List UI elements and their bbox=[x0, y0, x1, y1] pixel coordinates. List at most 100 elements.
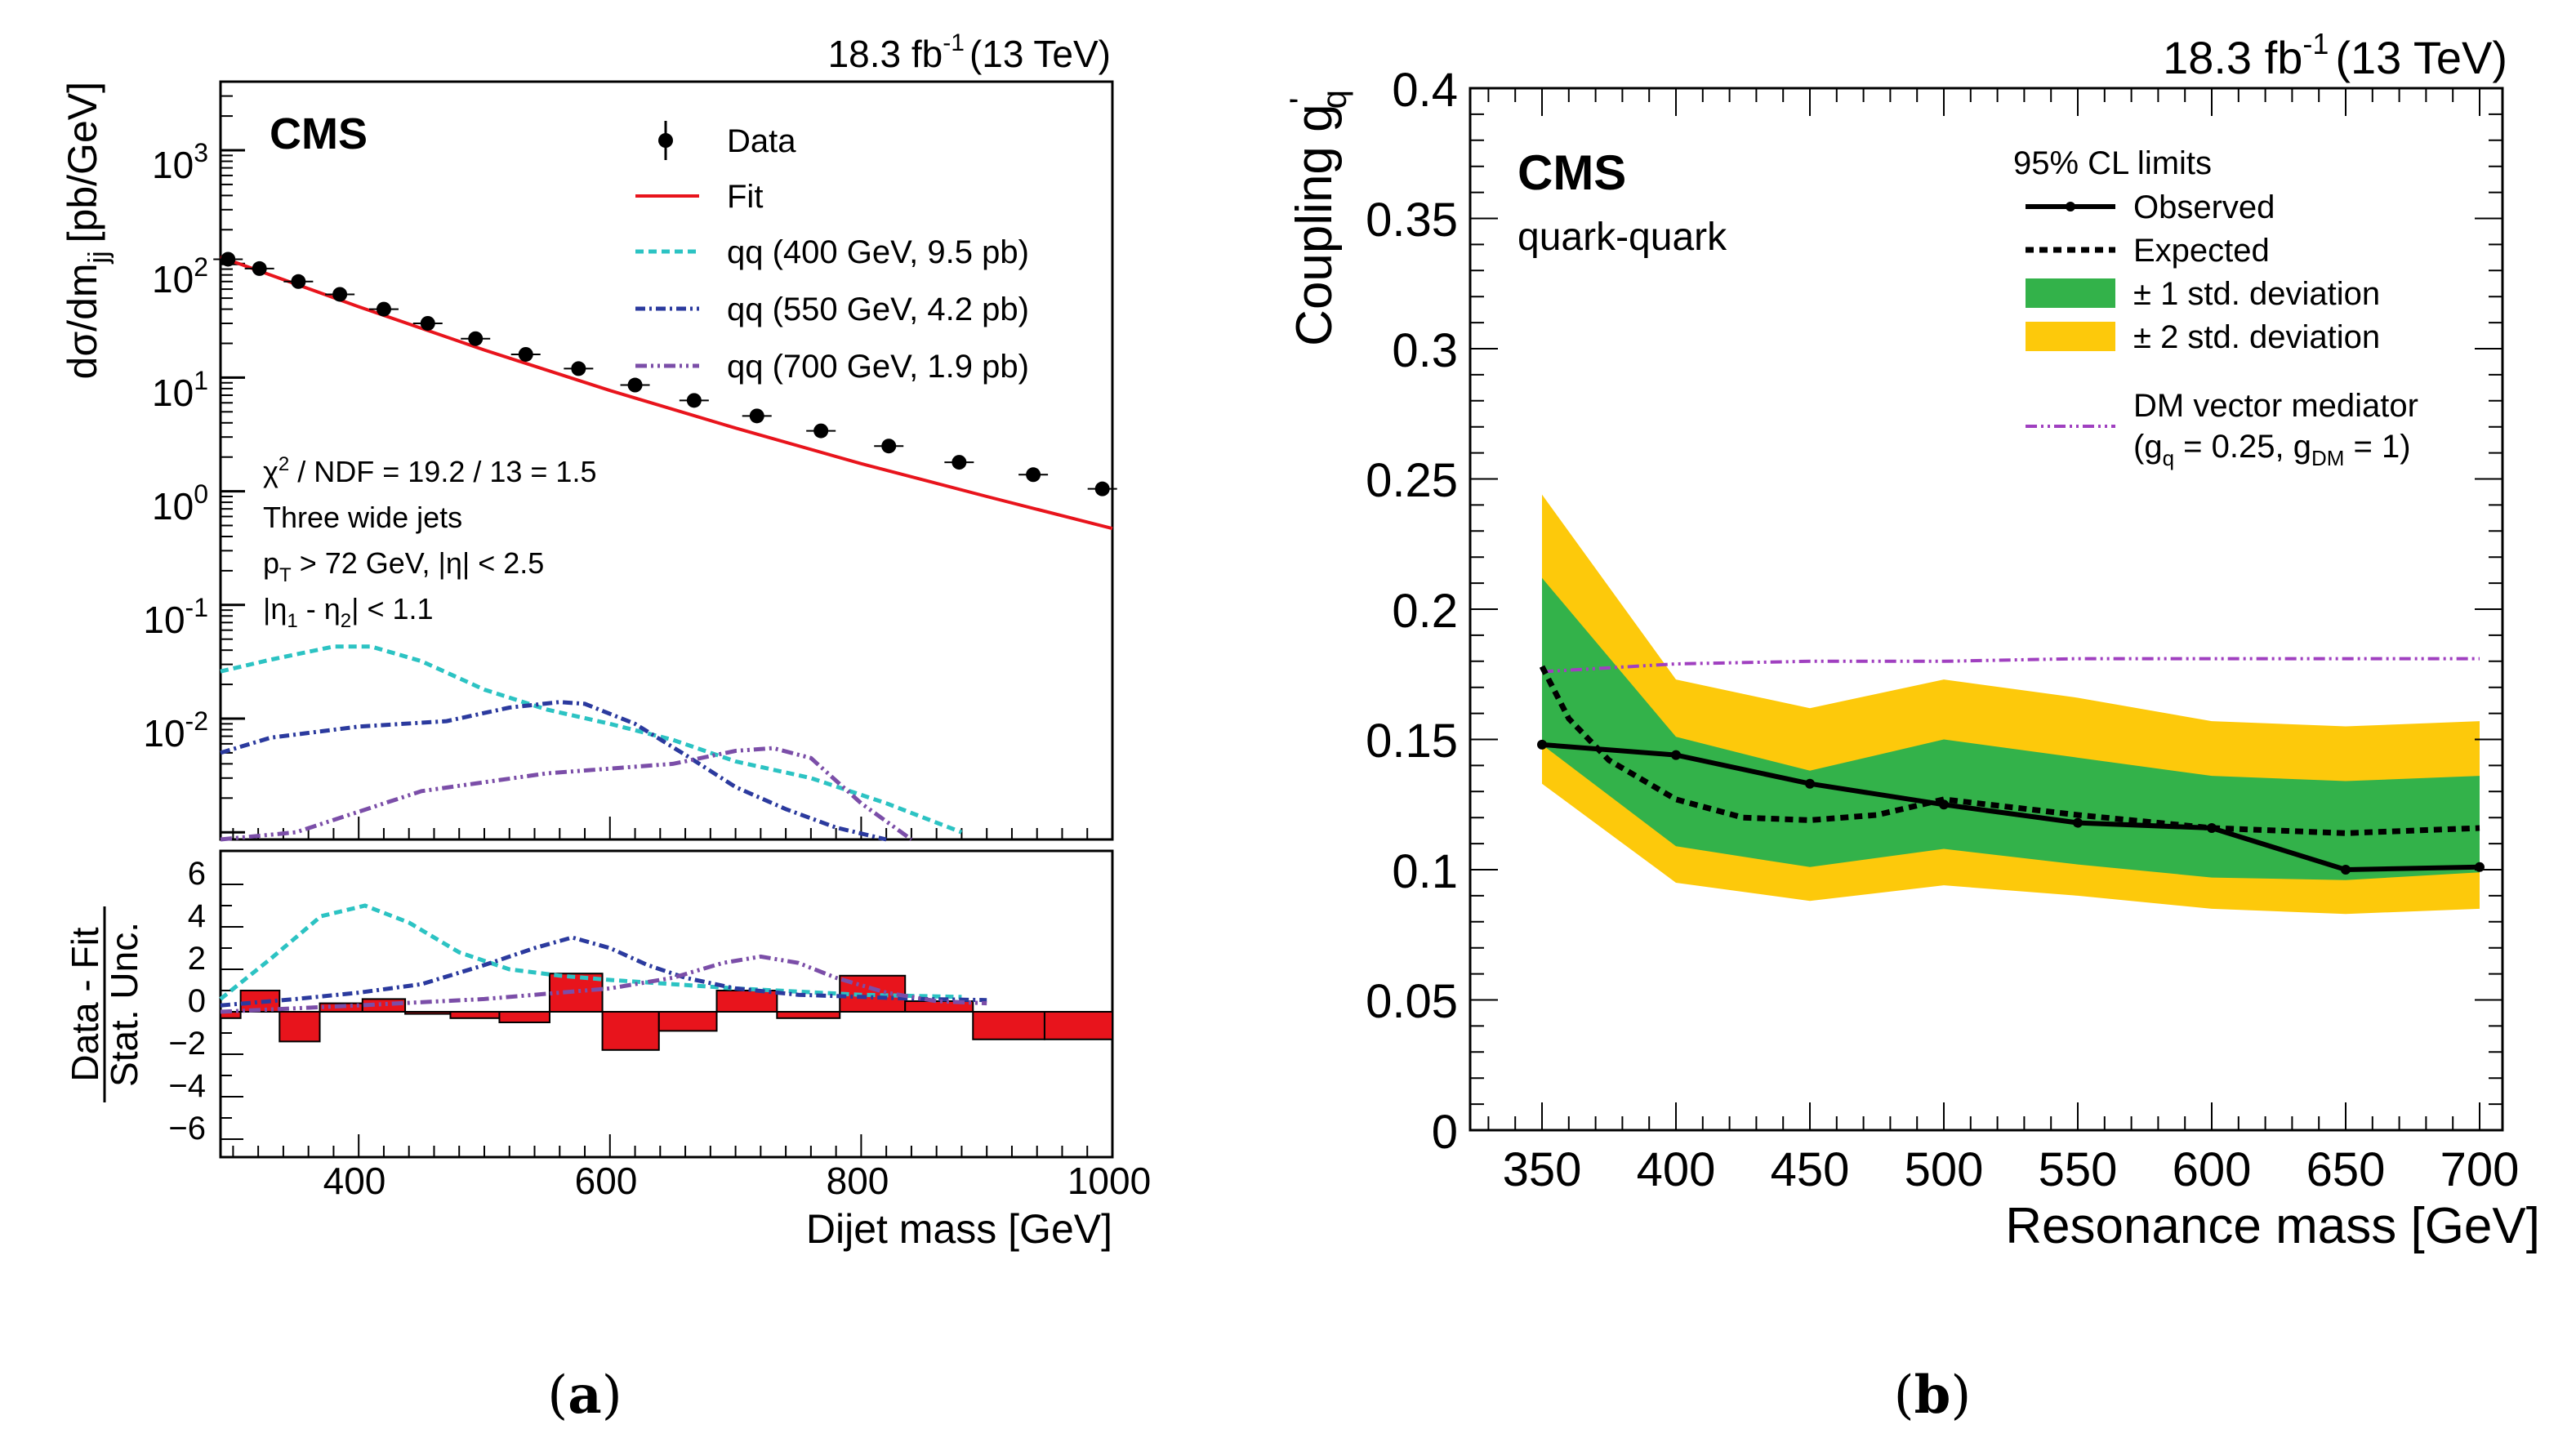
y-tick-label: 0.3 bbox=[1392, 324, 1458, 377]
x-tick-label: 400 bbox=[1637, 1143, 1716, 1196]
panel-a-legend: Data Fit qq (400 GeV, 9.5 pb) qq (550 Ge… bbox=[635, 121, 1029, 385]
jet-selection-text: Three wide jets bbox=[263, 501, 462, 534]
panel-a-y-tick-labels: 103 102 101 100 10-1 10-2 bbox=[143, 138, 208, 755]
panel-a-ratio-y-axis-label: Data - Fit Stat. Unc. bbox=[64, 906, 145, 1102]
panel-a-x-axis-label: Dijet mass [GeV] bbox=[806, 1206, 1112, 1252]
legend-entry-qq550: qq (550 GeV, 4.2 pb) bbox=[635, 292, 1029, 327]
ratio-y-tick-label: 4 bbox=[188, 898, 206, 934]
y-tick-label: 0.35 bbox=[1366, 194, 1458, 247]
pt-eta-cut-text: pT > 72 GeV, |η| < 2.5 bbox=[263, 546, 544, 586]
legend-entry-dm: DM vector mediator (gq = 0.25, gDM = 1) bbox=[2026, 388, 2418, 470]
panel-b: 18.3 fb-1 (13 TeV) 0.4 0.35 0.3 0.25 0.2 … bbox=[1282, 27, 2540, 1426]
panel-b-y-axis-label: Coupling g'q bbox=[1282, 90, 1353, 346]
data-point bbox=[571, 361, 586, 376]
panel-a-cms-label: CMS bbox=[270, 109, 368, 158]
x-tick-label: 550 bbox=[2039, 1143, 2118, 1196]
panel-a-y-axis-label: dσ/dmjj[pb/GeV] bbox=[60, 82, 114, 379]
data-point bbox=[376, 301, 391, 317]
data-point bbox=[252, 260, 267, 276]
observed-limit-point bbox=[2073, 817, 2083, 828]
caption-a-letter: a bbox=[568, 1365, 601, 1426]
x-tick-label: 450 bbox=[1771, 1143, 1850, 1196]
signal-curve-700 bbox=[220, 746, 913, 842]
y-tick-label: 10-1 bbox=[143, 593, 208, 641]
residual-bar bbox=[279, 1011, 321, 1043]
observed-limit-point bbox=[1671, 750, 1681, 760]
panel-b-lines bbox=[1537, 657, 2485, 875]
panel-a-info-text: χ2 / NDF = 19.2 / 13 = 1.5 Three wide je… bbox=[263, 453, 596, 632]
panel-b-lumi-header: 18.3 fb-1 (13 TeV) bbox=[2163, 27, 2507, 83]
signal-curve-400 bbox=[220, 644, 963, 835]
legend-label: Data bbox=[727, 123, 796, 159]
data-point bbox=[518, 346, 533, 362]
band-1-sigma bbox=[1542, 577, 2480, 880]
chi2-ndf-text: χ2 / NDF = 19.2 / 13 = 1.5 bbox=[263, 453, 596, 488]
ratio-y-tick-label: 0 bbox=[188, 983, 206, 1019]
panel-a-ratio-y-tick-labels: 6 4 2 0 −2 −4 −6 bbox=[168, 856, 206, 1147]
residual-bar bbox=[449, 1011, 501, 1019]
legend-label: Fit bbox=[727, 179, 763, 215]
x-tick-label: 350 bbox=[1503, 1143, 1582, 1196]
y-tick-label: 102 bbox=[152, 252, 208, 301]
observed-limit-point bbox=[2207, 822, 2217, 833]
residual-bar bbox=[972, 1011, 1045, 1040]
x-tick-label: 800 bbox=[827, 1160, 889, 1202]
legend-label: Observed bbox=[2133, 189, 2275, 225]
delta-eta-cut-text: |η1 - η2| < 1.1 bbox=[263, 592, 434, 632]
observed-limit-point bbox=[1805, 778, 1815, 789]
legend-entry-expected: Expected bbox=[2026, 233, 2270, 269]
panel-a: 18.3 fb-1 (13 TeV) 103 102 101 100 10-1 1… bbox=[60, 29, 1151, 1426]
residual-bar bbox=[498, 1011, 550, 1023]
panel-b-energy: (13 TeV) bbox=[2335, 32, 2507, 83]
data-point bbox=[1094, 481, 1110, 496]
panel-a-x-tick-labels: 400 600 800 1000 bbox=[323, 1160, 1152, 1202]
panel-b-x-tick-labels: 350 400 450 500 550 600 650 700 bbox=[1503, 1143, 2520, 1196]
legend-entry-fit: Fit bbox=[635, 179, 763, 215]
x-tick-label: 1000 bbox=[1067, 1160, 1151, 1202]
legend-2sigma-swatch bbox=[2026, 322, 2115, 351]
observed-limit-point bbox=[2341, 865, 2351, 875]
legend-label: DM vector mediator bbox=[2133, 388, 2418, 424]
observed-limit-point bbox=[2475, 862, 2485, 872]
data-point bbox=[881, 439, 897, 454]
panel-a-main-frame bbox=[219, 80, 1114, 841]
ratio-y-tick-label: 2 bbox=[188, 941, 206, 977]
residual-bar bbox=[601, 1011, 660, 1051]
panel-a-ratio-plot bbox=[219, 903, 1114, 1051]
x-tick-label: 400 bbox=[323, 1160, 386, 1202]
x-tick-label: 600 bbox=[2173, 1143, 2252, 1196]
data-point bbox=[749, 408, 764, 424]
legend-entry-2sigma: ± 2 std. deviation bbox=[2026, 319, 2380, 355]
dm-vector-mediator-line bbox=[1541, 657, 2480, 674]
data-point bbox=[1026, 467, 1041, 483]
residual-bar bbox=[776, 1011, 841, 1019]
panel-b-lumi-sup: -1 bbox=[2302, 27, 2329, 60]
caption-b-close: ) bbox=[1950, 1365, 1971, 1426]
legend-entry-data: Data bbox=[658, 121, 796, 160]
legend-data-marker bbox=[658, 133, 673, 148]
y-tick-label: 100 bbox=[152, 479, 208, 528]
legend-label: qq (400 GeV, 9.5 pb) bbox=[727, 234, 1029, 270]
x-tick-label: 600 bbox=[575, 1160, 638, 1202]
data-point bbox=[952, 455, 967, 470]
x-tick-label: 650 bbox=[2306, 1143, 2386, 1196]
signal-curve-550 bbox=[220, 700, 887, 842]
panel-a-lumi-header: 18.3 fb-1 (13 TeV) bbox=[828, 29, 1111, 75]
panel-a-lumi-sup: -1 bbox=[943, 29, 965, 56]
ratio-y-tick-label: 6 bbox=[188, 856, 206, 892]
ratio-signal-curve-550 bbox=[220, 935, 987, 1008]
y-tick-label: 0.2 bbox=[1392, 585, 1458, 638]
legend-1sigma-swatch bbox=[2026, 278, 2115, 308]
legend-label: Expected bbox=[2133, 233, 2270, 269]
panel-a-lumi: 18.3 fb bbox=[828, 33, 943, 75]
legend-label: qq (550 GeV, 4.2 pb) bbox=[727, 292, 1029, 327]
panel-b-x-axis-label: Resonance mass [GeV] bbox=[2005, 1198, 2540, 1254]
residual-bar bbox=[1043, 1011, 1114, 1040]
panel-b-legend: 95% CL limits Observed Expected ± 1 std.… bbox=[2013, 145, 2418, 470]
y-tick-label: 101 bbox=[152, 366, 208, 414]
panel-b-caption: (b) bbox=[1894, 1365, 1972, 1426]
data-point bbox=[468, 331, 484, 346]
ratio-signal-curve-400 bbox=[219, 903, 962, 1001]
legend-label: qq (700 GeV, 1.9 pb) bbox=[727, 349, 1029, 385]
